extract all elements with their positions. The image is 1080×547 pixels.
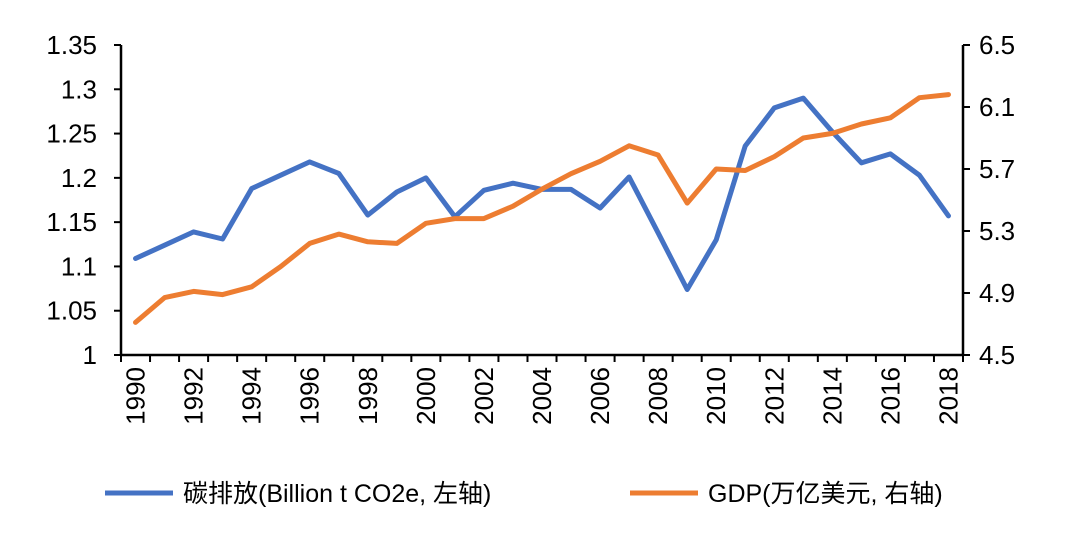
x-tick-label: 2014 (817, 367, 847, 425)
right-tick-label: 4.5 (979, 340, 1015, 370)
x-tick-label: 2008 (643, 367, 673, 425)
right-tick-label: 6.5 (979, 30, 1015, 60)
series-lines (135, 95, 948, 323)
left-tick-label: 1.2 (61, 163, 97, 193)
x-tick-label: 2000 (411, 367, 441, 425)
x-tick-label: 1990 (121, 367, 151, 425)
legend-label-right: GDP(万亿美元, 右轴) (708, 480, 943, 508)
x-tick-label: 1996 (295, 367, 325, 425)
legend: 碳排放(Billion t CO2e, 左轴) GDP(万亿美元, 右轴) (105, 480, 943, 508)
axes: 1 1.05 1.1 1.15 1.2 1.25 1.3 1.35 4.5 4.9 5.3 5.7 6.… (46, 30, 1015, 425)
x-tick-label: 2012 (759, 367, 789, 425)
x-tick-label: 2006 (585, 367, 615, 425)
x-tick-label: 1992 (179, 367, 209, 425)
x-tick-label: 2002 (469, 367, 499, 425)
right-tick-label: 5.7 (979, 154, 1015, 184)
left-tick-label: 1 (83, 340, 97, 370)
left-tick-label: 1.35 (46, 30, 97, 60)
left-tick-label: 1.15 (46, 207, 97, 237)
x-tick-label: 2018 (933, 367, 963, 425)
legend-label-left: 碳排放(Billion t CO2e, 左轴) (183, 480, 491, 508)
left-tick-label: 1.05 (46, 296, 97, 326)
x-tick-label: 2010 (701, 367, 731, 425)
left-tick-label: 1.25 (46, 119, 97, 149)
series-line-left (136, 98, 949, 289)
x-tick-label: 1994 (237, 367, 267, 425)
right-tick-label: 5.3 (979, 216, 1015, 246)
right-tick-label: 6.1 (979, 92, 1015, 122)
x-tick-label: 1998 (353, 367, 383, 425)
left-tick-label: 1.1 (61, 251, 97, 281)
left-tick-label: 1.3 (61, 74, 97, 104)
right-tick-label: 4.9 (979, 278, 1015, 308)
x-tick-label: 2016 (875, 367, 905, 425)
x-tick-label: 2004 (527, 367, 557, 425)
